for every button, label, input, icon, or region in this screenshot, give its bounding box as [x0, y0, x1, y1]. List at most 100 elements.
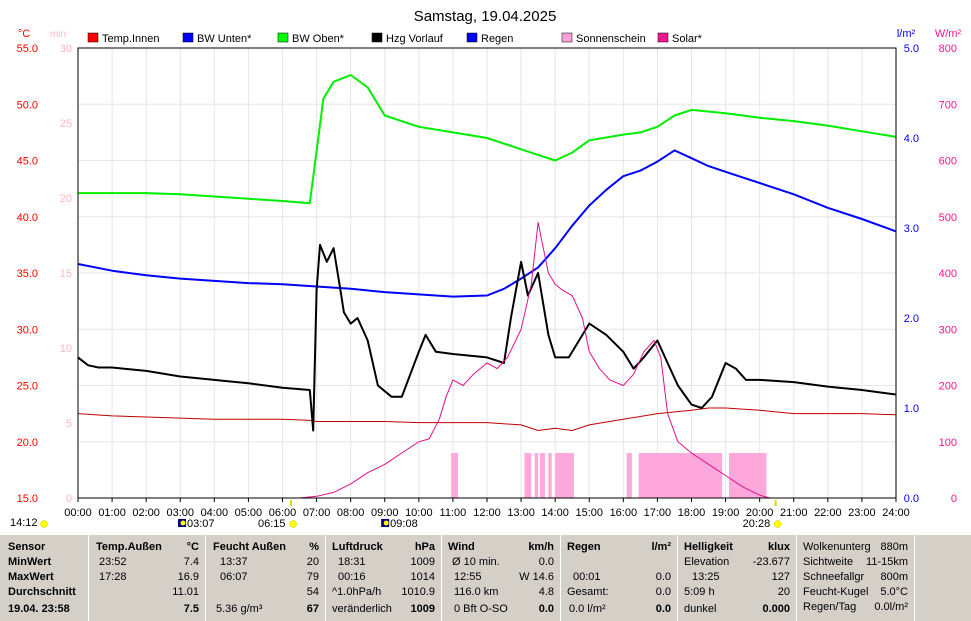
- legend-label-5: Sonnenschein: [576, 33, 646, 45]
- light-sun-duration: 5:09 h: [684, 586, 715, 598]
- chart-legend: Temp.Innen BW Unten* BW Oben* Hzg Vorlauf Re…: [87, 32, 703, 45]
- temp-tick-5: 30.0: [17, 324, 38, 336]
- solar-tick-3: 500: [939, 212, 957, 224]
- x-tick-20: 20:00: [746, 507, 774, 519]
- x-tick-5: 05:00: [235, 507, 263, 519]
- weather-value-2: 800m: [880, 571, 908, 583]
- light-avg: 20: [777, 586, 790, 598]
- sunshine-block-8: [728, 453, 767, 498]
- series-lines: [77, 74, 897, 499]
- pressure-status: veränderlich: [332, 603, 392, 615]
- temp-tick-8: 15.0: [17, 493, 38, 505]
- hum-current: 67: [306, 603, 319, 615]
- left-sun-icon: [40, 520, 48, 528]
- sunshine-block-0: [451, 453, 459, 498]
- legend-swatch-3: [371, 32, 383, 43]
- min-tick-2: 20: [60, 193, 72, 205]
- series-line-0: [77, 407, 897, 431]
- rain-tick-1: 4.0: [904, 133, 919, 145]
- wind-unit: km/h: [528, 541, 554, 553]
- moon2-time: 09:08: [390, 518, 418, 530]
- stats-col-weather: Wolkenunterg 880m Sichtweite 11-15km Schne…: [796, 535, 914, 621]
- temp-min-time: 23:52: [99, 556, 127, 568]
- temp-max-value: 16.9: [177, 571, 199, 583]
- x-tick-15: 15:00: [575, 507, 603, 519]
- x-tick-13: 13:00: [507, 507, 535, 519]
- temp-min-value: 7.4: [183, 556, 199, 568]
- sunshine-block-5: [555, 453, 574, 498]
- stats-panel: Sensor MinWert MaxWert Durchschnitt 19.0…: [0, 535, 971, 621]
- hum-abs: 5.36 g/m³: [216, 603, 263, 615]
- legend-swatch-0: [87, 32, 99, 43]
- weather-value-3: 5.0°C: [880, 586, 908, 598]
- stats-col-temp: Temp.Außen °C 23:52 7.4 17:28 16.9 11.01 7.…: [88, 535, 205, 621]
- stats-col-humidity: Feucht Außen% 13:37 20 06:07 79 54 5.36 g/…: [205, 535, 325, 621]
- rain-total-value: 0.0: [655, 586, 671, 598]
- weather-value-0: 880m: [880, 541, 908, 553]
- legend-swatch-2: [277, 32, 289, 43]
- solar-tick-8: 0: [951, 493, 957, 505]
- hum-unit: %: [309, 541, 319, 553]
- sunset-time: 20:28: [743, 518, 771, 530]
- wind-bft: 0 Bft O-SO: [454, 603, 508, 615]
- sun-moon-markers: 14:12 03:07 06:15 09:08 20:28: [10, 500, 782, 530]
- legend-label-1: BW Unten*: [197, 33, 252, 45]
- series-line-3: [77, 243, 897, 432]
- hum-min-value: 20: [306, 556, 319, 568]
- rain-tick-3: 2.0: [904, 313, 919, 325]
- x-tick-3: 03:00: [166, 507, 194, 519]
- rain-rate: 0.0 l/m²: [569, 603, 606, 615]
- temp-avg: 11.01: [172, 586, 199, 598]
- rain-total-label: Gesamt:: [567, 586, 609, 598]
- min-tick-3: 15: [60, 268, 72, 280]
- light-status: dunkel: [684, 603, 717, 615]
- min-tick-4: 10: [60, 343, 72, 355]
- temp-header: Temp.Außen: [96, 541, 162, 553]
- temp-tick-6: 25.0: [17, 381, 38, 393]
- pressure-max-time: 00:16: [338, 571, 366, 583]
- stats-col-wind: Wind km/h Ø 10 min. 0.0 12:55 W 14.6 116.0 …: [441, 535, 560, 621]
- temp-max-time: 17:28: [99, 571, 127, 583]
- moon2-icon-crescent: [383, 520, 389, 526]
- hum-min-time: 13:37: [220, 556, 248, 568]
- chart-grid: [78, 48, 896, 498]
- stats-col-rain: Regen l/m² 00:01 0.0 Gesamt: 0.0 0.0 l/m² 0.…: [560, 535, 677, 621]
- min-tick-5: 5: [66, 418, 72, 430]
- sunshine-block-1: [524, 453, 532, 498]
- wind-distance: 116.0 km: [454, 586, 499, 598]
- x-tick-17: 17:00: [644, 507, 672, 519]
- series-line-1: [77, 149, 897, 298]
- hum-header: Feucht Außen: [213, 541, 286, 553]
- x-tick-22: 22:00: [814, 507, 842, 519]
- solar-tick-4: 400: [939, 268, 957, 280]
- legend-label-0: Temp.Innen: [102, 33, 159, 45]
- sensor-header: Sensor: [8, 541, 46, 553]
- min-tick-0: 30: [60, 43, 72, 55]
- light-elevation-value: -23.677: [752, 556, 790, 568]
- sunset-sun-icon: [773, 520, 782, 528]
- legend-swatch-1: [182, 32, 194, 43]
- x-tick-7: 07:00: [303, 507, 331, 519]
- sunshine-block-4: [548, 453, 552, 498]
- weather-chart: Samstag, 19.04.2025 °C min l/m² W/m² Tem…: [10, 8, 961, 530]
- sensor-date: 19.04. 23:58: [8, 603, 70, 615]
- left-time-label: 14:12: [10, 517, 38, 529]
- light-header: Helligkeit: [684, 541, 733, 553]
- legend-label-2: BW Oben*: [292, 33, 345, 45]
- weather-label-2: Schneefallgr: [803, 571, 865, 583]
- pressure-min-value: 1009: [410, 556, 435, 568]
- temp-axis-unit: °C: [18, 28, 30, 40]
- light-unit: klux: [767, 541, 790, 553]
- x-tick-11: 11:00: [440, 507, 467, 519]
- x-tick-19: 19:00: [712, 507, 740, 519]
- solar-tick-1: 700: [939, 99, 957, 111]
- light-max-value: 127: [771, 571, 790, 583]
- pressure-header: Luftdruck: [332, 541, 383, 553]
- temp-tick-0: 55.0: [17, 43, 38, 55]
- sunrise-time: 06:15: [258, 518, 286, 530]
- stats-col-light: Helligkeit klux Elevation -23.677 13:25 127…: [677, 535, 796, 621]
- sunshine-blocks: [451, 453, 767, 498]
- moon1-icon-crescent: [180, 520, 186, 526]
- pressure-max-value: 1014: [410, 571, 435, 583]
- weather-label-4: Regen/Tag: [803, 601, 857, 613]
